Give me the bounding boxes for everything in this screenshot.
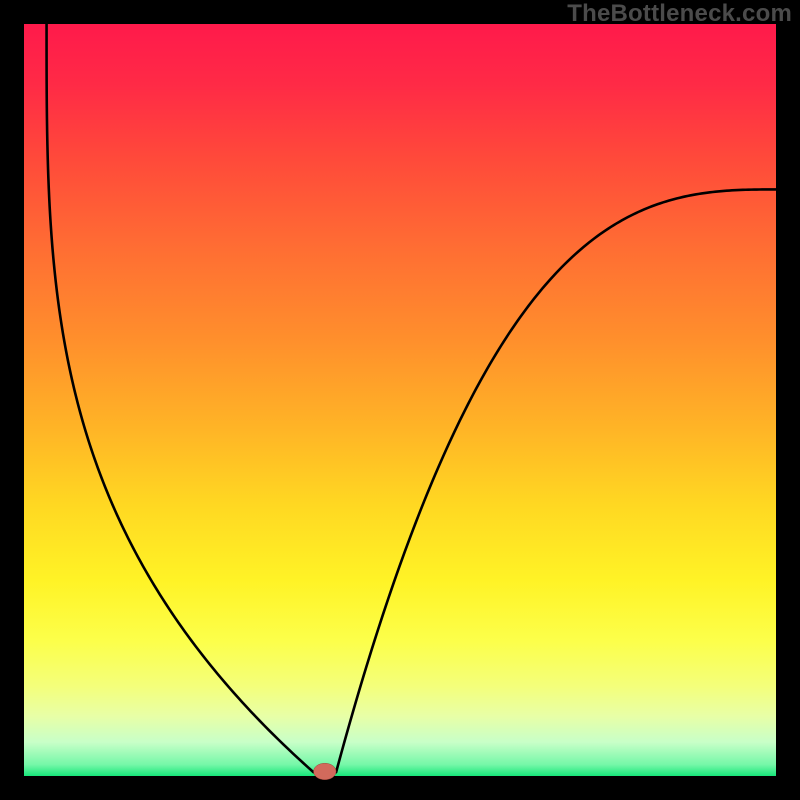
plot-area: [24, 24, 776, 776]
stage: TheBottleneck.com: [0, 0, 800, 800]
bottleneck-chart: [0, 0, 800, 800]
optimal-marker: [314, 763, 337, 780]
